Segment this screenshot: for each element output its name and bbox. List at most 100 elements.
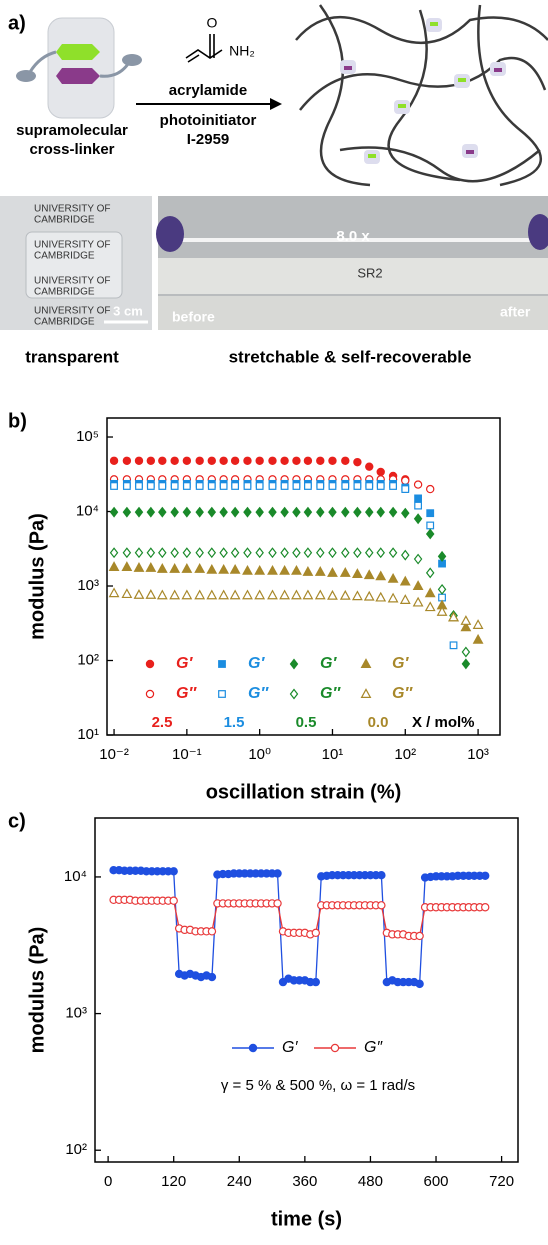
data-point [316, 547, 325, 559]
data-point [376, 482, 385, 490]
data-point [292, 482, 301, 490]
series-line [113, 869, 486, 985]
y-axis-label: modulus (Pa) [26, 513, 48, 640]
data-point [426, 509, 435, 518]
data-point [146, 547, 156, 559]
annotation: γ = 5 % & 500 %, ω = 1 rad/s [221, 1077, 415, 1094]
logos: UNIVERSITY OF CAMBRIDGE UNIVERSITY OF CA… [34, 204, 111, 328]
data-point [328, 547, 337, 559]
data-point [110, 482, 118, 490]
data-point [182, 506, 192, 518]
logo-text: UNIVERSITY OF [34, 204, 111, 215]
plot-frame [94, 817, 519, 1163]
data-point [304, 482, 312, 490]
data-point [170, 547, 179, 559]
data-point [207, 547, 217, 559]
data-point [145, 589, 157, 599]
data-point [424, 587, 436, 598]
data-point [207, 482, 216, 490]
data-point [364, 506, 374, 518]
x-tick-label: 10⁻¹ [172, 746, 202, 763]
data-point [436, 605, 448, 616]
data-point [302, 565, 314, 576]
legend-label: G′ [282, 1039, 298, 1056]
logo-text: CAMBRIDGE [34, 287, 95, 298]
legend-marker [248, 1043, 258, 1053]
data-point [156, 562, 168, 573]
legend-marker [145, 689, 155, 699]
data-point [376, 467, 385, 477]
data-point [146, 456, 156, 465]
data-point [328, 456, 337, 465]
data-point [267, 589, 278, 600]
x-tick-label: 10² [394, 746, 416, 763]
data-point [169, 589, 181, 600]
legend-group: 1.5 [224, 714, 245, 731]
data-point [472, 619, 484, 629]
data-point [255, 456, 264, 465]
crosslinker-label: supramolecular [16, 122, 128, 139]
data-point [219, 547, 228, 559]
logo-text: UNIVERSITY OF [34, 306, 111, 317]
data-point [169, 896, 178, 905]
legend-unit: X / mol% [412, 714, 475, 731]
data-point [109, 547, 119, 559]
gel-sample [25, 231, 123, 299]
data-point [401, 476, 410, 485]
data-point [351, 568, 363, 578]
after-label: after [500, 304, 531, 320]
arrow-head [270, 98, 282, 110]
data-point [273, 899, 282, 908]
data-point [461, 646, 471, 658]
data-point [353, 506, 362, 518]
x-tick-label: 10¹ [322, 746, 344, 763]
legend-label: G′ [248, 655, 265, 672]
x-tick-label: 10³ [467, 746, 489, 763]
data-point [363, 590, 375, 601]
panel-label: a) [8, 12, 26, 34]
x-axis-label: oscillation strain (%) [206, 781, 402, 803]
x-tick-label: 10⁻² [99, 746, 129, 763]
data-point [303, 547, 313, 559]
y-tick-label: 10⁴ [76, 502, 99, 519]
data-point [449, 641, 458, 650]
x-tick-label: 240 [227, 1173, 252, 1190]
data-point [243, 482, 252, 490]
data-point [377, 870, 386, 880]
data-point [387, 572, 399, 583]
data-point [169, 867, 178, 876]
data-point [388, 547, 398, 559]
data-point [122, 456, 132, 465]
data-point [242, 564, 253, 575]
data-point [328, 506, 337, 518]
data-point [122, 506, 132, 518]
y-tick-label: 10² [77, 651, 99, 668]
legend-marker [330, 1043, 340, 1053]
data-point [242, 589, 253, 600]
data-point [437, 550, 447, 562]
atom-label: NH₂ [229, 43, 255, 59]
data-point [365, 462, 374, 471]
legend-group: 0.0 [368, 714, 389, 731]
data-point [121, 588, 133, 599]
before-label: before [172, 309, 215, 325]
data-point [181, 589, 193, 600]
legend-label: G″ [392, 685, 413, 702]
x-tick-label: 10⁰ [248, 746, 271, 763]
crosslinker-label: cross-linker [29, 141, 114, 158]
data-point [351, 590, 363, 601]
data-point [341, 506, 350, 518]
data-point [268, 482, 277, 490]
data-point [218, 589, 230, 600]
y-tick-label: 10⁵ [76, 428, 99, 445]
crosslinker-icon [16, 17, 142, 119]
legend-label: G″ [176, 685, 197, 702]
data-point [243, 456, 252, 465]
reagent-label: acrylamide [169, 82, 247, 99]
data-point [230, 456, 240, 465]
y-axis-label: modulus (Pa) [26, 927, 48, 1054]
data-point [219, 506, 228, 518]
data-point [158, 547, 167, 559]
data-point [135, 482, 143, 490]
